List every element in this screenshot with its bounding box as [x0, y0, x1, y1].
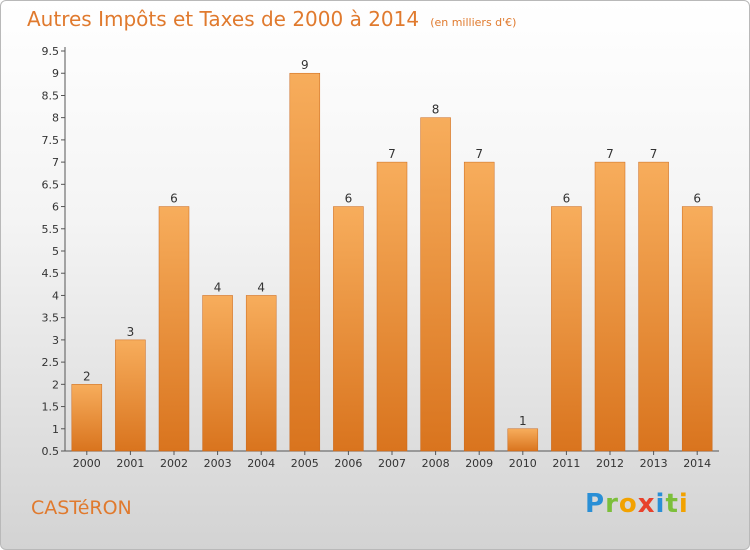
bar-value-label: 7: [650, 147, 658, 161]
x-tick-label: 2004: [247, 457, 275, 470]
y-tick-label: 5: [52, 245, 59, 258]
logo-letter: i: [678, 489, 689, 519]
bar-value-label: 2: [83, 369, 91, 383]
bar-value-label: 7: [606, 147, 614, 161]
x-tick-label: 2003: [204, 457, 232, 470]
bar: [376, 161, 408, 452]
y-tick-label: 3: [52, 334, 59, 347]
bar-value-label: 6: [693, 192, 701, 206]
bar-value-label: 6: [345, 192, 353, 206]
x-tick-label: 2013: [640, 457, 668, 470]
y-tick-label: 9: [52, 67, 59, 80]
logo-letter: x: [637, 489, 656, 519]
bar: [551, 206, 582, 452]
bar-value-label: 1: [519, 414, 527, 428]
bar: [158, 206, 190, 452]
y-tick-label: 4.5: [42, 267, 60, 280]
x-tick-label: 2005: [291, 457, 319, 470]
bar: [594, 161, 626, 452]
x-tick-label: 2000: [73, 457, 101, 470]
logo-letter: P: [585, 489, 606, 519]
title-main: Autres Impôts et Taxes de 2000 à 2014: [27, 7, 420, 31]
bar-value-label: 4: [257, 280, 265, 294]
bar: [638, 161, 669, 452]
y-tick-label: 5.5: [42, 223, 60, 236]
y-tick-label: 7: [52, 156, 59, 169]
y-tick-label: 6: [52, 201, 59, 214]
bar: [420, 117, 451, 452]
bar-value-label: 9: [301, 58, 309, 72]
y-tick-label: 8: [52, 112, 59, 125]
bar: [202, 295, 233, 452]
bar-value-label: 8: [432, 103, 440, 117]
bar-value-label: 6: [563, 192, 571, 206]
x-tick-label: 2001: [116, 457, 144, 470]
bar-value-label: 7: [475, 147, 483, 161]
logo-letter: i: [655, 489, 666, 519]
x-tick-label: 2006: [334, 457, 362, 470]
logo-letter: r: [605, 489, 619, 519]
x-tick-label: 2014: [683, 457, 711, 470]
x-tick-label: 2009: [465, 457, 493, 470]
proxiti-logo: Proxiti: [585, 489, 689, 519]
y-tick-label: 8.5: [42, 89, 60, 102]
y-tick-label: 4: [52, 289, 59, 302]
y-tick-label: 2.5: [42, 356, 60, 369]
y-tick-label: 0.5: [42, 445, 60, 458]
title-unit: (en milliers d'€): [430, 16, 517, 29]
bar-value-label: 6: [170, 192, 178, 206]
bar: [71, 384, 103, 452]
y-tick-label: 2: [52, 378, 59, 391]
bar: [333, 206, 364, 452]
chart-title: Autres Impôts et Taxes de 2000 à 2014 (e…: [27, 7, 516, 31]
logo-letter: t: [665, 489, 679, 519]
bar-value-label: 4: [214, 280, 222, 294]
bar-value-label: 7: [388, 147, 396, 161]
y-tick-label: 7.5: [42, 134, 60, 147]
y-tick-label: 6.5: [42, 178, 60, 191]
y-tick-label: 9.5: [42, 45, 60, 58]
commune-name: CASTéRON: [31, 497, 132, 519]
x-tick-label: 2008: [422, 457, 450, 470]
x-tick-label: 2011: [552, 457, 580, 470]
bar: [681, 206, 713, 452]
x-tick-label: 2012: [596, 457, 624, 470]
bar-value-label: 3: [127, 325, 135, 339]
bar: [245, 295, 277, 452]
x-tick-label: 2007: [378, 457, 406, 470]
x-tick-label: 2010: [509, 457, 537, 470]
bar: [463, 161, 495, 452]
bar: [289, 72, 321, 452]
x-tick-label: 2002: [160, 457, 188, 470]
bar: [507, 428, 539, 452]
y-tick-label: 1.5: [42, 401, 60, 414]
logo-letter: o: [618, 489, 638, 519]
y-tick-label: 3.5: [42, 312, 60, 325]
bar: [115, 339, 146, 452]
y-tick-label: 1: [52, 423, 59, 436]
